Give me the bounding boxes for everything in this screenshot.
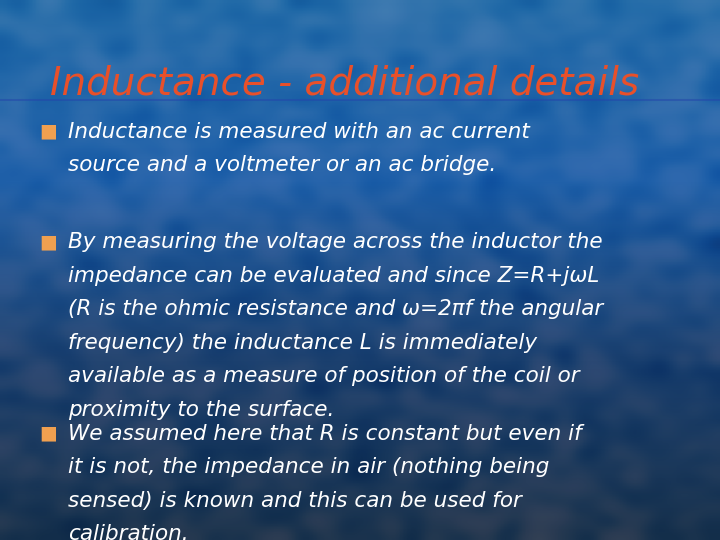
Text: it is not, the impedance in air (nothing being: it is not, the impedance in air (nothing… [68, 457, 550, 477]
Text: proximity to the surface.: proximity to the surface. [68, 400, 335, 420]
Text: calibration.: calibration. [68, 524, 189, 540]
Text: available as a measure of position of the coil or: available as a measure of position of th… [68, 366, 580, 386]
Text: Inductance - additional details: Inductance - additional details [50, 65, 639, 103]
Text: frequency) the inductance L is immediately: frequency) the inductance L is immediate… [68, 333, 538, 353]
Text: ■: ■ [40, 122, 58, 140]
Text: ■: ■ [40, 232, 58, 251]
Text: sensed) is known and this can be used for: sensed) is known and this can be used fo… [68, 491, 522, 511]
Text: impedance can be evaluated and since Z=R+jωL: impedance can be evaluated and since Z=R… [68, 266, 600, 286]
Text: We assumed here that R is constant but even if: We assumed here that R is constant but e… [68, 424, 582, 444]
Text: Inductance is measured with an ac current: Inductance is measured with an ac curren… [68, 122, 530, 141]
Text: ■: ■ [40, 424, 58, 443]
Text: By measuring the voltage across the inductor the: By measuring the voltage across the indu… [68, 232, 603, 252]
Text: (R is the ohmic resistance and ω=2πf the angular: (R is the ohmic resistance and ω=2πf the… [68, 299, 603, 319]
Text: source and a voltmeter or an ac bridge.: source and a voltmeter or an ac bridge. [68, 155, 497, 175]
